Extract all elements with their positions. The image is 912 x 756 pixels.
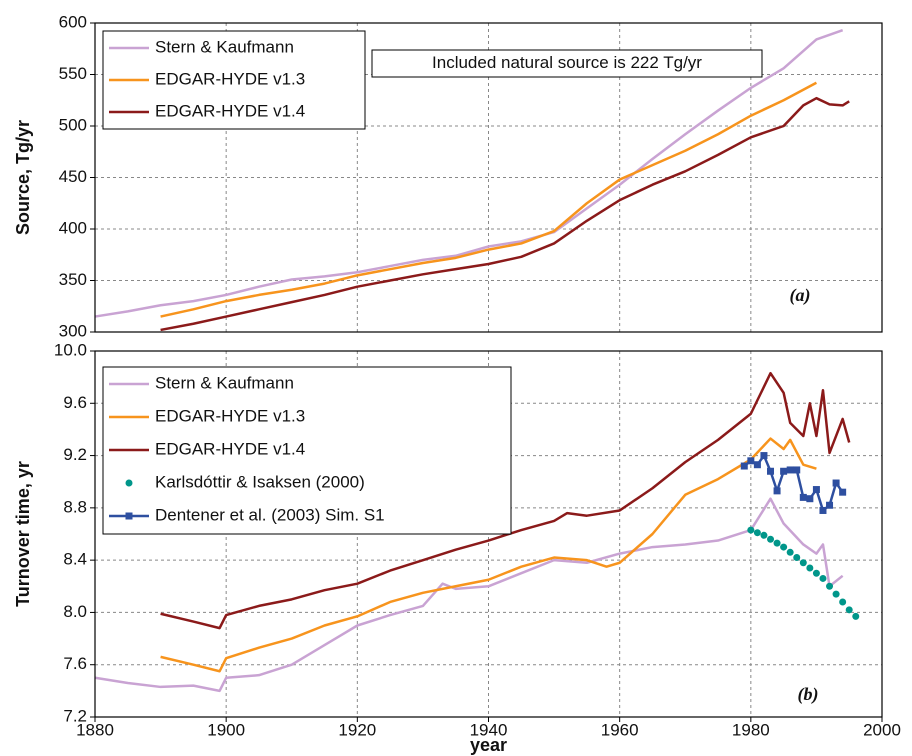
x-tick-label: 1920	[338, 720, 376, 739]
y-tick-label: 9.6	[63, 393, 87, 412]
x-tick-label: 2000	[863, 720, 901, 739]
point	[799, 559, 807, 567]
series-line	[160, 437, 817, 673]
point	[819, 506, 827, 514]
y-tick-label: 8.4	[63, 550, 87, 569]
point	[819, 574, 827, 582]
y-tick-label: 8.0	[63, 602, 87, 621]
legend-label: Stern & Kaufmann	[155, 37, 294, 56]
series-line	[160, 96, 850, 332]
x-tick-label: 1900	[207, 720, 245, 739]
x-tick-label: 1960	[601, 720, 639, 739]
series-line	[160, 81, 818, 318]
point	[826, 501, 834, 509]
x-tick-label: 1980	[732, 720, 770, 739]
x-tick-label: 1940	[470, 720, 508, 739]
y-tick-label: 7.2	[63, 706, 87, 725]
y-tick-label: 550	[59, 64, 87, 83]
point	[793, 554, 801, 562]
plot-frame	[94, 350, 883, 718]
y-tick-label: 350	[59, 270, 87, 289]
point	[780, 543, 788, 551]
point	[839, 598, 847, 606]
y-tick-label: 600	[59, 12, 87, 31]
legend-label: EDGAR-HYDE v1.3	[155, 69, 305, 88]
annotation-box	[371, 49, 763, 78]
series-line	[160, 371, 851, 630]
point	[780, 467, 788, 475]
point	[760, 531, 768, 539]
point	[799, 493, 807, 501]
legend-label: EDGAR-HYDE v1.3	[155, 406, 305, 425]
legend-label: Stern & Kaufmann	[155, 373, 294, 392]
y-tick-label: 8.8	[63, 497, 87, 516]
point	[832, 479, 840, 487]
point	[806, 564, 814, 572]
legend-label: Karlsdóttir & Isaksen (2000)	[155, 472, 365, 491]
series-line	[94, 29, 844, 318]
annotation: Included natural source is 222 Tg/yr	[432, 53, 702, 72]
legend-box	[102, 366, 512, 535]
y-axis-label: Turnover time, yr	[13, 461, 33, 607]
x-axis-label: year	[470, 735, 507, 755]
x-tick-label: 1880	[76, 720, 114, 739]
point	[767, 535, 775, 543]
point	[773, 487, 781, 495]
point	[773, 539, 781, 547]
y-tick-label: 450	[59, 167, 87, 186]
point	[747, 457, 755, 465]
point	[786, 466, 794, 474]
point	[740, 462, 748, 470]
panel-label: (a)	[790, 285, 811, 306]
point	[806, 495, 814, 503]
legend-label: EDGAR-HYDE v1.4	[155, 101, 305, 120]
point	[760, 452, 768, 460]
point	[747, 526, 755, 534]
point	[767, 467, 775, 475]
point	[845, 606, 853, 614]
point	[753, 461, 761, 469]
legend-label: Dentener et al. (2003) Sim. S1	[155, 505, 385, 524]
legend-marker	[125, 479, 133, 487]
legend-label: EDGAR-HYDE v1.4	[155, 439, 305, 458]
point	[786, 548, 794, 556]
y-tick-label: 9.2	[63, 445, 87, 464]
y-tick-label: 300	[59, 321, 87, 340]
y-tick-label: 400	[59, 218, 87, 237]
point	[753, 529, 761, 537]
point	[839, 488, 847, 496]
y-tick-label: 500	[59, 115, 87, 134]
point	[812, 486, 820, 494]
point	[832, 590, 840, 598]
y-tick-label: 10.0	[54, 340, 87, 359]
series-line	[94, 497, 844, 693]
plot-frame	[94, 22, 883, 333]
point	[826, 582, 834, 590]
point	[793, 466, 801, 474]
point	[812, 569, 820, 577]
y-tick-label: 7.6	[63, 654, 87, 673]
y-axis-label: Source, Tg/yr	[13, 120, 33, 235]
point	[852, 612, 860, 620]
legend-marker	[125, 512, 133, 520]
panel-label: (b)	[798, 684, 819, 705]
